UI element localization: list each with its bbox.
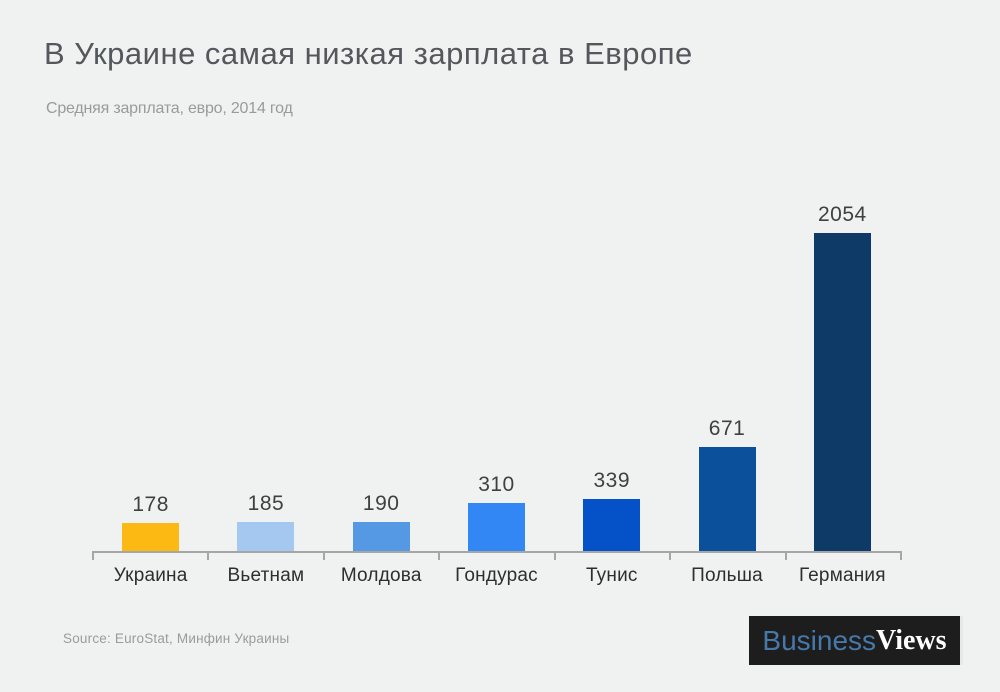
bar-column: 2054 xyxy=(785,203,900,551)
axis-tick xyxy=(207,552,209,560)
bars-row: 178 185 190 310 339 671 2054 xyxy=(93,180,900,551)
bar-column: 671 xyxy=(669,417,784,551)
bar xyxy=(813,233,871,551)
bar-column: 339 xyxy=(554,469,669,551)
bar xyxy=(698,447,756,551)
bar xyxy=(122,523,180,551)
category-label: Гондурас xyxy=(455,565,538,586)
bar-column: 185 xyxy=(208,492,323,551)
bar-value-label: 178 xyxy=(132,493,169,516)
category-labels-row: Украина Вьетнам Молдова Гондурас Тунис Польша… xyxy=(93,565,900,587)
page-title: В Украине самая низкая зарплата в Европе xyxy=(44,36,693,71)
bar-value-label: 2054 xyxy=(817,203,867,226)
bar-column: 190 xyxy=(324,492,439,551)
bar-column: 178 xyxy=(93,493,208,551)
logo-text-views: Views xyxy=(876,624,947,656)
bar-value-label: 185 xyxy=(247,492,285,515)
bar-value-label: 190 xyxy=(362,492,400,515)
businessviews-logo: Business Views xyxy=(749,616,963,665)
axis-tick xyxy=(785,552,787,560)
category-label: Польша xyxy=(691,565,763,586)
logo-text-business: Business xyxy=(762,624,877,656)
page-subtitle: Средняя зарплата, евро, 2014 год xyxy=(46,100,293,117)
axis-tick xyxy=(900,552,902,560)
bar-value-label: 339 xyxy=(593,469,631,492)
bar xyxy=(352,522,410,551)
category-label: Молдова xyxy=(340,565,422,586)
axis-tick xyxy=(438,552,440,560)
bar-value-label: 671 xyxy=(708,417,746,440)
axis-tick xyxy=(92,552,94,560)
bar-value-label: 310 xyxy=(478,473,515,496)
bar-chart: 178 185 190 310 339 671 2054 xyxy=(93,180,900,551)
axis-tick xyxy=(669,552,671,560)
source-note: Source: EuroStat, Минфин Украины xyxy=(63,631,290,646)
bar xyxy=(467,503,525,551)
bar xyxy=(237,522,295,551)
bar-column: 310 xyxy=(439,473,554,551)
category-label: Тунис xyxy=(585,565,638,586)
axis-tick xyxy=(554,552,556,560)
category-label: Германия xyxy=(798,565,886,586)
x-axis-line xyxy=(92,551,902,553)
bar xyxy=(583,499,641,551)
category-label: Украина xyxy=(113,565,188,586)
axis-tick xyxy=(323,552,325,560)
category-label: Вьетнам xyxy=(227,565,305,586)
